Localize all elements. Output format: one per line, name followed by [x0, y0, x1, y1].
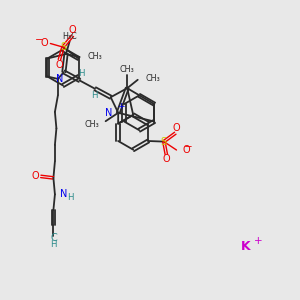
Text: K: K — [241, 239, 251, 253]
Text: H: H — [78, 69, 84, 78]
Text: S: S — [60, 42, 66, 52]
Text: N: N — [56, 74, 63, 84]
Text: −: − — [184, 142, 192, 152]
Text: H: H — [91, 91, 98, 100]
Text: H: H — [50, 240, 57, 249]
Text: S: S — [161, 136, 167, 147]
Text: O: O — [32, 171, 40, 182]
Text: +: + — [117, 102, 124, 111]
Text: O: O — [173, 123, 181, 133]
Text: −: − — [34, 35, 43, 45]
Text: O: O — [56, 60, 63, 70]
Text: CH₃: CH₃ — [145, 74, 160, 83]
Text: H₃C: H₃C — [62, 32, 77, 41]
Text: +: + — [254, 236, 263, 246]
Text: N: N — [105, 108, 113, 118]
Text: H: H — [68, 193, 74, 202]
Text: CH₃: CH₃ — [84, 120, 99, 129]
Text: N: N — [60, 189, 68, 200]
Text: O: O — [69, 25, 76, 35]
Text: CH₃: CH₃ — [120, 65, 135, 74]
Text: O: O — [163, 154, 170, 164]
Text: O: O — [182, 145, 190, 155]
Text: CH₃: CH₃ — [88, 52, 103, 62]
Text: O: O — [40, 38, 48, 49]
Text: C: C — [50, 233, 57, 243]
